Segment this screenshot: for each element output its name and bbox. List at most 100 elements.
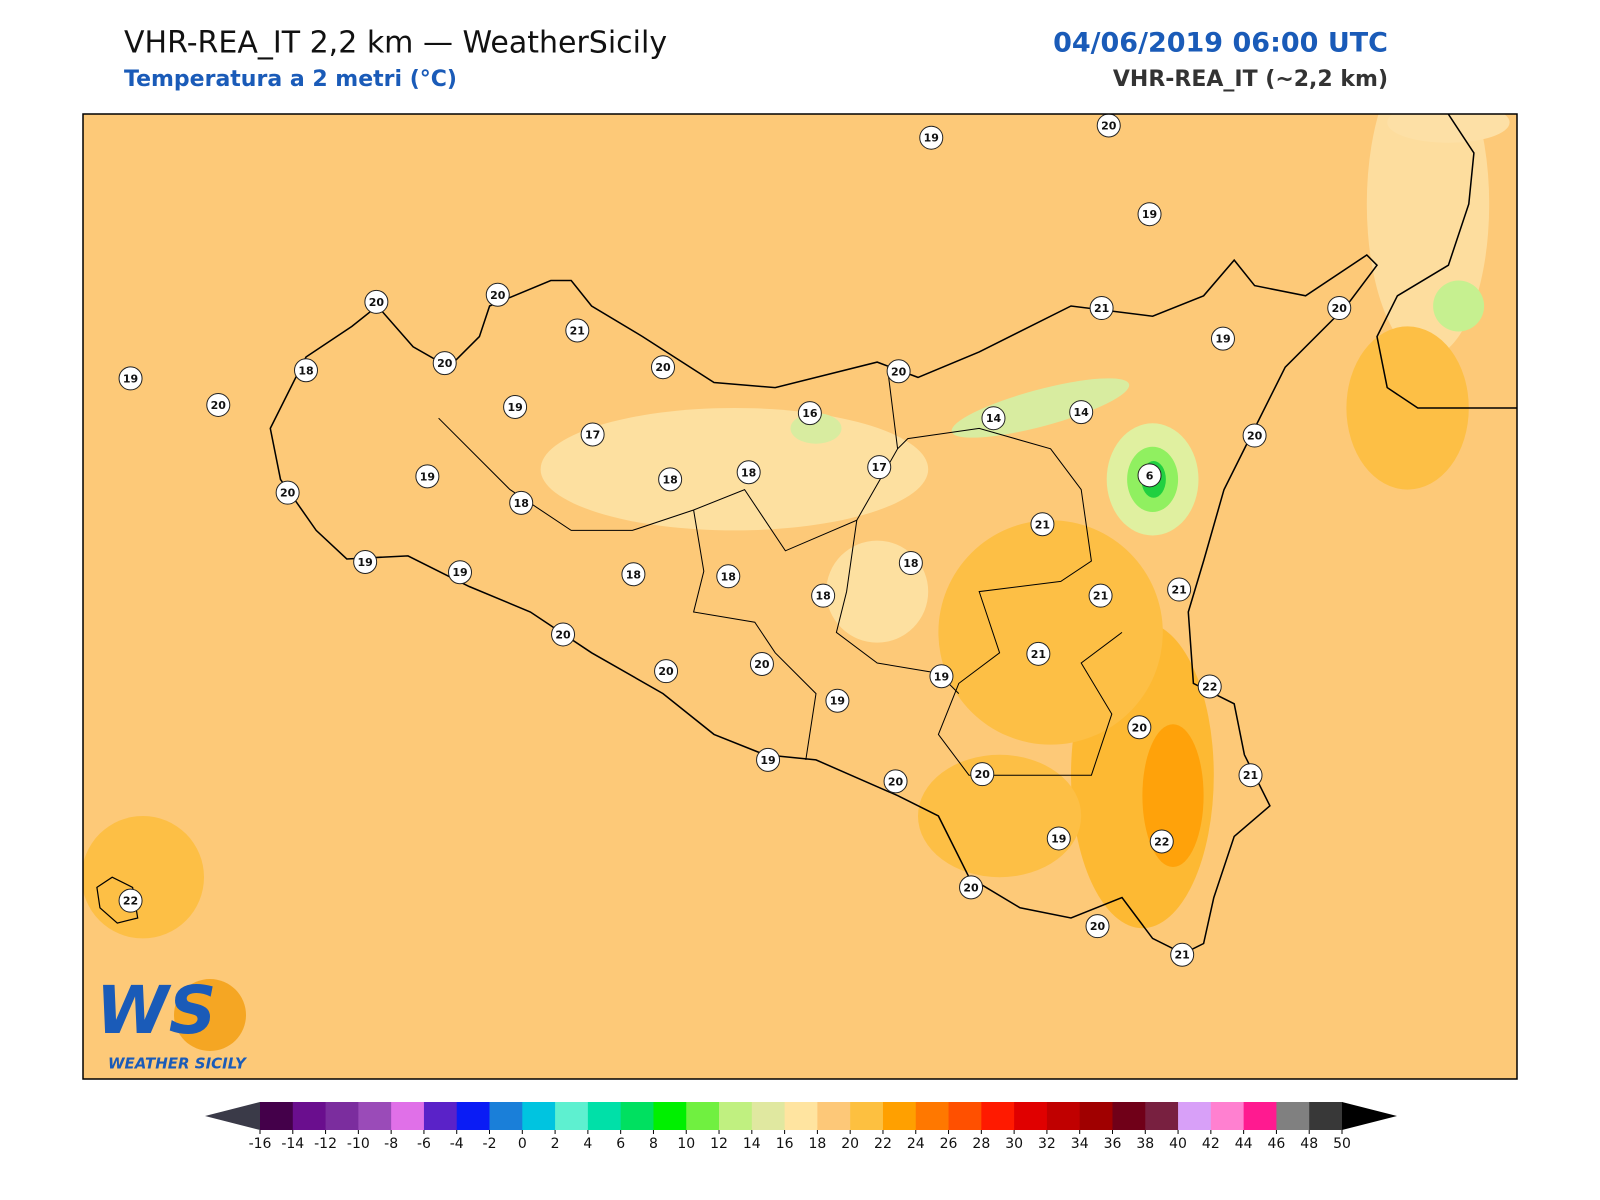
station-value: 20 (211, 399, 227, 412)
station-marker (1030, 512, 1055, 537)
station-marker (118, 888, 143, 913)
station-marker (1137, 463, 1162, 488)
colorbar-tick-label: 42 (1202, 1136, 1220, 1152)
station-marker (797, 401, 822, 426)
station-value: 21 (1094, 302, 1109, 315)
coastline (269, 254, 1379, 955)
station-value: 20 (1090, 920, 1106, 933)
colorbar-tick-label: 4 (583, 1136, 592, 1152)
station-marker (1069, 400, 1094, 425)
station-marker (1170, 942, 1195, 967)
station-marker (1242, 423, 1267, 448)
colorbar-cell (882, 1102, 917, 1130)
station-marker (364, 289, 389, 314)
station-value: 14 (1074, 406, 1090, 419)
station-value: 20 (490, 289, 506, 302)
station-marker (580, 422, 605, 447)
colorbar-tick-label: -12 (314, 1136, 337, 1152)
colorbar-cell (260, 1102, 294, 1130)
station-marker (565, 318, 590, 343)
station-value: 21 (1171, 584, 1186, 597)
colorbar-cell (653, 1102, 687, 1130)
station-marker (503, 394, 528, 419)
station-value: 19 (452, 566, 467, 579)
datetime: 04/06/2019 06:00 UTC (1053, 28, 1388, 59)
colorbar-cell (817, 1102, 851, 1130)
colorbar-tick-label: 24 (907, 1136, 925, 1152)
station-marker (970, 762, 995, 787)
colorbar-tick-label: 16 (776, 1136, 794, 1152)
colorbar-tick-label: 48 (1300, 1136, 1318, 1152)
station-marker (1026, 641, 1051, 666)
station-marker (756, 747, 781, 772)
station-marker (353, 550, 378, 575)
colorbar-cell (423, 1102, 458, 1130)
colorbar-tick-label: 22 (874, 1136, 892, 1152)
station-marker (959, 875, 984, 900)
province-borders (438, 367, 1123, 776)
colorbar-tick-label: -4 (450, 1136, 464, 1152)
colorbar-tick-label: 30 (1005, 1136, 1023, 1152)
station-marker (651, 355, 675, 380)
colorbar-tick-label: 8 (649, 1136, 658, 1152)
station-marker (275, 480, 300, 505)
station-marker (1088, 583, 1113, 608)
station-value: 19 (934, 670, 949, 683)
station-value: 14 (986, 412, 1002, 425)
station-marker (206, 392, 231, 417)
station-marker (432, 351, 457, 376)
station-value: 20 (369, 296, 385, 309)
colorbar-cell (358, 1102, 392, 1130)
station-marker (1210, 326, 1235, 351)
station-marker (1238, 763, 1263, 788)
station-value: 20 (658, 665, 674, 678)
station-marker (1046, 826, 1071, 851)
colorbar-tick-label: 12 (710, 1136, 728, 1152)
station-marker (1197, 674, 1222, 699)
colorbar-cell (686, 1102, 720, 1130)
station-value: 20 (1132, 721, 1148, 734)
pantelleria (96, 876, 139, 924)
colorbar-cell (325, 1102, 359, 1130)
colorbar-cell (1178, 1102, 1212, 1130)
station-marker (1096, 114, 1121, 138)
station-marker (825, 688, 850, 713)
colorbar-tick-label: 34 (1071, 1136, 1089, 1152)
colorbar-cell (489, 1102, 523, 1130)
colorbar-cell (1079, 1102, 1113, 1130)
map-background (83, 114, 1517, 1079)
station-marker (448, 560, 473, 585)
station-marker (658, 467, 683, 492)
station-value: 19 (358, 556, 373, 569)
station-value: 20 (975, 768, 991, 781)
colorbar-cell (1309, 1102, 1343, 1130)
station-marker (551, 622, 576, 647)
colorbar-tick-label: 20 (841, 1136, 859, 1152)
colorbar-tick-label: -6 (417, 1136, 431, 1152)
colorbar-cell (1014, 1102, 1048, 1130)
colorbar-tick-label: 14 (743, 1136, 761, 1152)
station-marker (1167, 577, 1192, 602)
logo-name: WEATHER SICILY (108, 1055, 248, 1073)
colorbar-cell (1276, 1102, 1310, 1130)
colorbar-tick-label: -16 (249, 1136, 272, 1152)
colorbar-tick-label: 40 (1169, 1136, 1187, 1152)
station-marker (736, 460, 761, 485)
colorbar-tick-label: 28 (972, 1136, 990, 1152)
map: 19 20 19 20 20 21 21 20 19 19 18 20 20 20 20 19 17 16 14 14… (83, 114, 1517, 967)
station-marker (1137, 202, 1162, 227)
colorbar-cell (751, 1102, 786, 1130)
station-value: 22 (123, 895, 138, 908)
colorbar-under (205, 1102, 260, 1130)
logo-mark: WS (96, 972, 216, 1049)
colorbar-tick-label: -8 (384, 1136, 398, 1152)
colorbar-cell (456, 1102, 491, 1130)
station-marker (929, 664, 954, 689)
station-marker (485, 282, 510, 307)
colorbar-tick-label: -10 (347, 1136, 370, 1152)
station-marker (749, 652, 774, 677)
station-value: 18 (903, 557, 918, 570)
station-marker (898, 551, 923, 576)
station-value: 21 (1175, 949, 1190, 962)
